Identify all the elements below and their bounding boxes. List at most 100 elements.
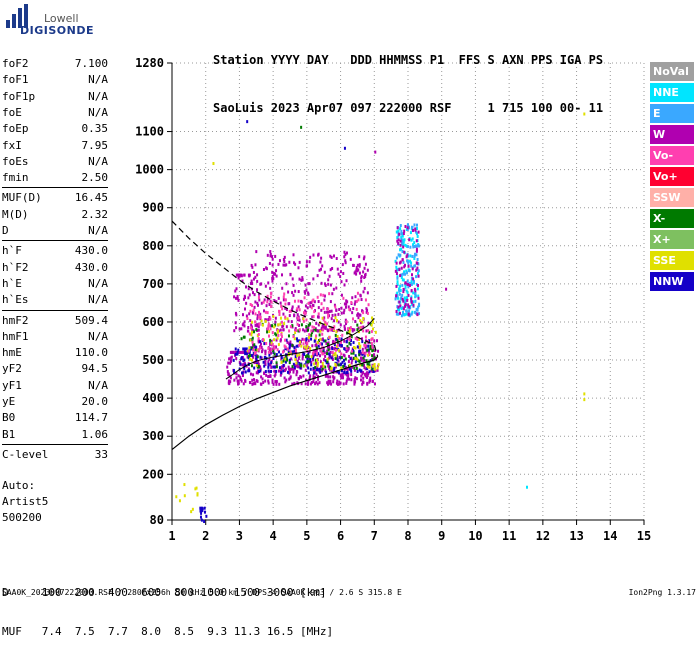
data-point: [406, 305, 409, 309]
data-point: [267, 381, 270, 385]
param-key: foE: [2, 105, 22, 119]
data-point: [249, 357, 252, 361]
data-point: [227, 361, 230, 365]
data-point: [264, 361, 267, 365]
data-point: [255, 358, 258, 362]
data-point: [266, 294, 269, 298]
data-point: [274, 380, 277, 384]
data-point: [302, 328, 305, 332]
data-point: [348, 377, 351, 381]
data-point: [319, 360, 322, 364]
polarization-legend: NoVal NNE E W Vo- Vo+ SSW X- X+ SSE NNW: [650, 62, 694, 293]
data-point: [410, 302, 413, 306]
data-point: [405, 244, 408, 248]
data-point: [314, 370, 317, 374]
data-point: [324, 359, 327, 363]
data-point: [274, 316, 277, 320]
data-point: [362, 311, 365, 315]
data-point: [316, 329, 319, 333]
data-point: [332, 287, 335, 291]
data-point: [303, 338, 306, 342]
data-point: [234, 350, 237, 354]
data-point: [291, 382, 294, 386]
data-point: [264, 318, 267, 322]
data-point: [335, 256, 338, 260]
data-point: [339, 340, 342, 344]
data-point: [361, 352, 364, 356]
param-row: fxI 7.95: [2, 138, 108, 154]
data-point: [317, 312, 320, 316]
data-point: [291, 277, 294, 281]
data-point: [280, 355, 283, 359]
data-point: [290, 320, 293, 324]
data-point: [245, 285, 248, 289]
data-point: [399, 248, 402, 252]
data-point: [267, 360, 270, 364]
data-point: [270, 369, 273, 373]
data-point: [415, 268, 418, 272]
data-point: [376, 366, 379, 370]
data-point: [297, 290, 300, 294]
data-point: [305, 264, 308, 268]
data-point: [373, 356, 376, 360]
data-point: [280, 367, 283, 371]
data-point: [400, 296, 403, 300]
data-point: [366, 308, 369, 312]
data-point: [234, 289, 237, 293]
data-point: [368, 330, 371, 334]
data-point: [294, 331, 297, 335]
y-tick-label: 900: [142, 201, 164, 215]
data-point: [395, 272, 398, 276]
data-point: [349, 257, 352, 261]
data-point: [247, 296, 250, 300]
data-point: [279, 301, 282, 305]
data-point: [357, 298, 360, 302]
data-point: [283, 255, 286, 259]
data-point: [307, 301, 310, 305]
data-point: [269, 317, 272, 321]
data-point: [398, 300, 401, 304]
data-point: [256, 279, 259, 283]
data-point: [415, 308, 418, 312]
data-point: [400, 266, 403, 270]
data-point: [247, 369, 250, 373]
data-point: [291, 365, 294, 369]
data-point: [342, 376, 345, 380]
data-point: [332, 368, 335, 372]
data-point: [255, 328, 258, 332]
data-point: [417, 283, 420, 287]
data-point: [308, 376, 311, 380]
data-point: [410, 295, 413, 299]
data-point: [367, 329, 370, 333]
data-point: [273, 374, 276, 378]
data-point: [356, 328, 359, 332]
data-point: [237, 298, 240, 302]
data-point: [415, 226, 418, 230]
data-point: [259, 342, 262, 346]
data-point: [332, 375, 335, 379]
data-point: [237, 382, 240, 386]
data-point: [278, 382, 281, 386]
data-point: [326, 381, 329, 385]
data-point: [402, 260, 405, 264]
data-point: [402, 272, 405, 276]
param-key: hmE: [2, 346, 22, 360]
data-point: [241, 363, 244, 367]
data-point: [277, 350, 280, 354]
data-point: [279, 353, 282, 357]
data-point: [291, 324, 294, 328]
data-point: [404, 243, 407, 247]
data-point: [269, 342, 272, 346]
data-point: [408, 281, 411, 285]
data-point: [416, 271, 419, 275]
x-tick-label: 11: [502, 529, 516, 543]
data-point: [291, 291, 294, 295]
data-point: [254, 275, 257, 279]
data-point: [343, 370, 346, 374]
auto-artist: Artist5: [2, 495, 49, 508]
data-point: [361, 372, 364, 376]
data-point: [405, 289, 408, 293]
data-point: [309, 357, 312, 361]
data-point: [328, 347, 331, 351]
data-point: [299, 363, 302, 367]
